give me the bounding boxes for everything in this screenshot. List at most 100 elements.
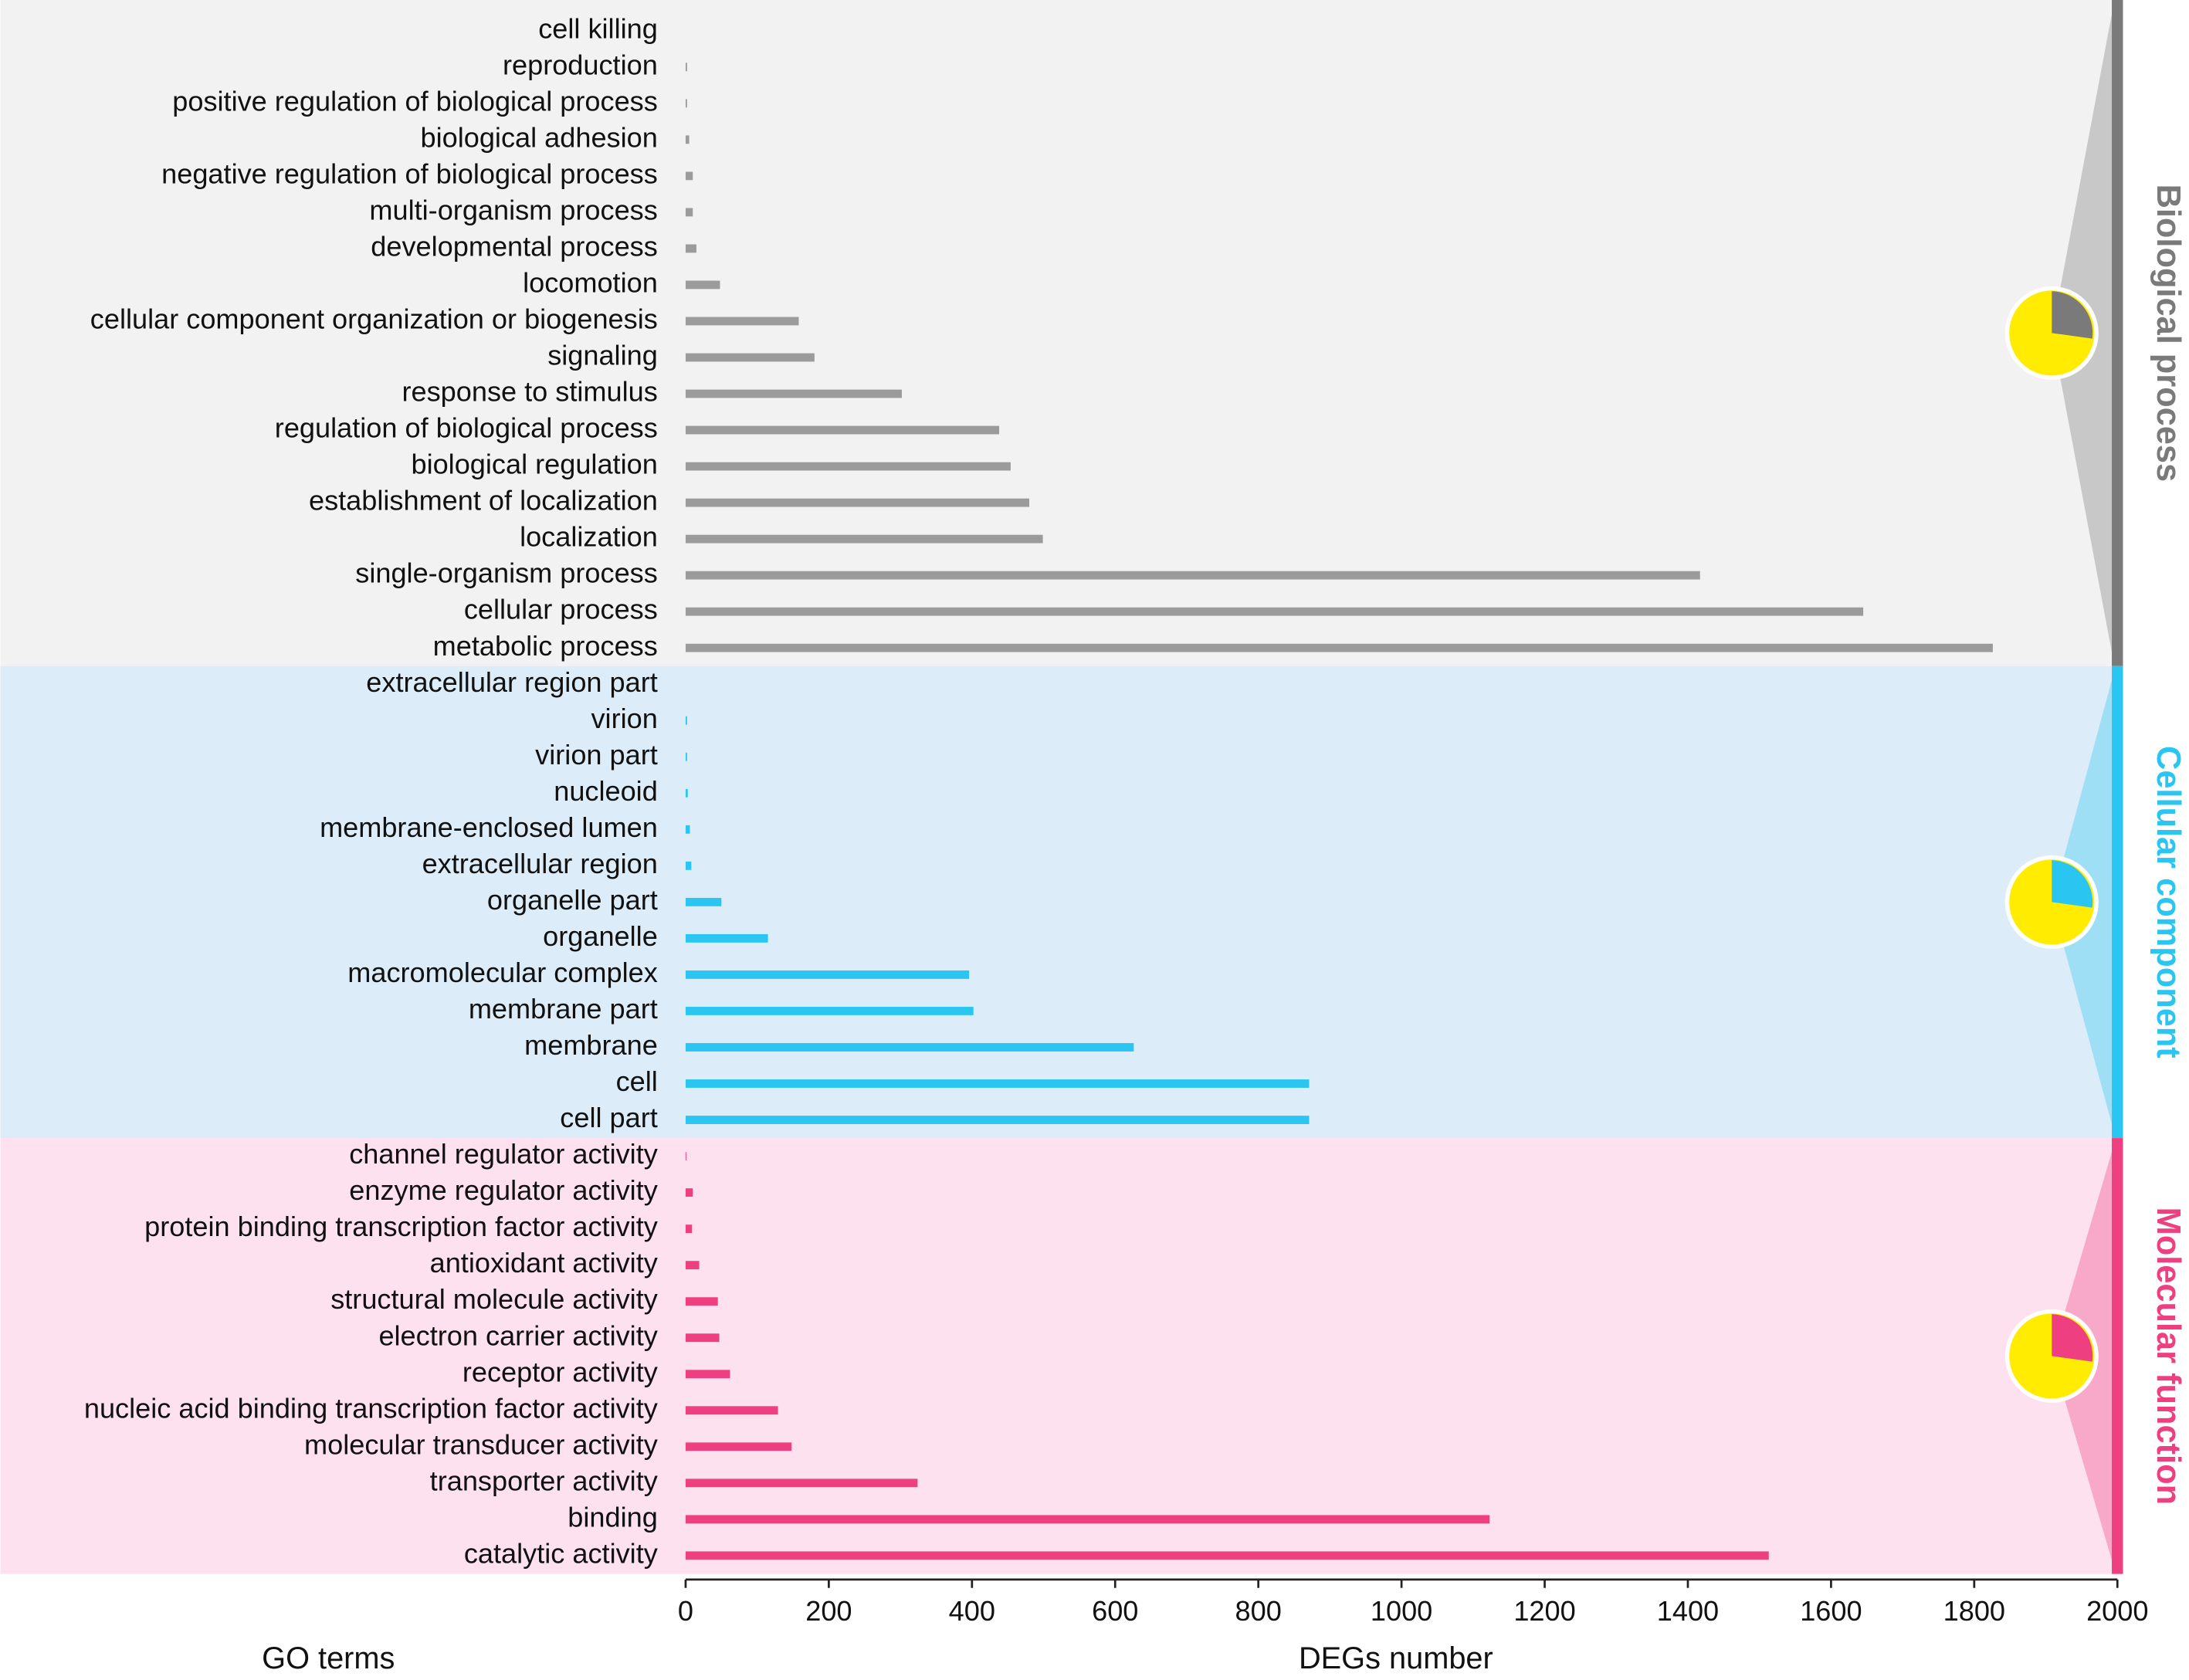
- y-tick-label: establishment of localization: [309, 485, 658, 517]
- bar: [685, 1116, 1310, 1124]
- y-tick-label: response to stimulus: [402, 376, 657, 408]
- y-tick-label: metabolic process: [433, 630, 658, 662]
- y-axis-label: GO terms: [262, 1641, 395, 1675]
- bar: [685, 716, 687, 725]
- x-tick-label: 0: [678, 1595, 693, 1627]
- y-tick-label: positive regulation of biological proces…: [172, 85, 658, 117]
- y-tick-label: locomotion: [523, 266, 658, 298]
- y-tick-label: binding: [568, 1501, 658, 1533]
- bar: [685, 643, 1993, 652]
- bar: [685, 280, 720, 290]
- bar: [685, 571, 1700, 580]
- bar: [685, 99, 687, 108]
- x-tick-label: 1800: [1943, 1595, 2005, 1627]
- y-tick-label: receptor activity: [463, 1356, 658, 1387]
- y-tick-label: protein binding transcription factor act…: [144, 1211, 658, 1242]
- group-band: [0, 1138, 2113, 1574]
- y-tick-label: membrane part: [469, 993, 658, 1025]
- bar: [685, 498, 1029, 507]
- bar: [685, 1007, 974, 1015]
- bar: [685, 1370, 730, 1379]
- bar: [685, 63, 687, 72]
- y-tick-label: nucleoid: [554, 775, 658, 807]
- y-tick-label: extracellular region part: [366, 666, 658, 698]
- pie-icon-slice: [2052, 860, 2093, 908]
- bar: [685, 317, 799, 326]
- group-strip: [2112, 0, 2123, 666]
- y-tick-label: localization: [520, 521, 658, 553]
- bar: [685, 534, 1043, 544]
- bar: [685, 970, 970, 979]
- bar: [685, 607, 1864, 616]
- y-tick-label: membrane: [524, 1029, 658, 1061]
- bar: [685, 1478, 918, 1488]
- bar: [685, 752, 687, 761]
- y-tick-label: organelle: [543, 920, 658, 952]
- bar: [685, 1297, 718, 1306]
- y-tick-label: virion part: [535, 739, 658, 771]
- group-strip: [2112, 666, 2123, 1139]
- x-axis-label: DEGs number: [1299, 1641, 1493, 1675]
- y-tick-label: cellular component organization or bioge…: [90, 303, 658, 335]
- bar: [685, 933, 768, 943]
- y-tick-label: negative regulation of biological proces…: [161, 158, 658, 189]
- y-tick-label: structural molecule activity: [330, 1283, 658, 1315]
- y-tick-label: cell: [616, 1065, 658, 1097]
- x-tick-label: 800: [1235, 1595, 1282, 1627]
- y-tick-label: electron carrier activity: [378, 1319, 657, 1351]
- bar: [685, 861, 692, 870]
- y-tick-label: extracellular region: [422, 848, 658, 879]
- y-tick-label: virion: [591, 703, 657, 734]
- y-tick-label: single-organism process: [355, 557, 658, 589]
- bar: [685, 897, 722, 906]
- x-tick-label: 2000: [2086, 1595, 2148, 1627]
- group-label: Molecular function: [2150, 1208, 2187, 1505]
- bar: [685, 1442, 792, 1451]
- bar: [685, 462, 1011, 471]
- y-tick-label: organelle part: [487, 884, 658, 916]
- bar: [685, 135, 690, 144]
- x-tick-label: 200: [805, 1595, 852, 1627]
- y-tick-label: cell killing: [538, 12, 658, 44]
- x-tick-label: 600: [1092, 1595, 1138, 1627]
- bar: [685, 353, 815, 362]
- x-tick-label: 1000: [1371, 1595, 1432, 1627]
- y-tick-label: transporter activity: [430, 1465, 658, 1496]
- y-tick-label: nucleic acid binding transcription facto…: [84, 1392, 658, 1424]
- group-label: Cellular component: [2150, 746, 2187, 1058]
- bar: [685, 1224, 693, 1234]
- bar: [685, 825, 690, 834]
- y-tick-label: regulation of biological process: [275, 412, 658, 444]
- x-tick-label: 1200: [1513, 1595, 1575, 1627]
- y-tick-label: reproduction: [503, 49, 658, 80]
- x-tick-label: 1600: [1800, 1595, 1862, 1627]
- bar: [685, 1261, 700, 1270]
- bar: [685, 1551, 1769, 1560]
- pie-icon-slice: [2052, 291, 2093, 339]
- pie-icon-slice: [2052, 1314, 2093, 1362]
- y-tick-label: cellular process: [464, 594, 658, 625]
- bar: [685, 425, 1000, 435]
- x-tick-label: 400: [949, 1595, 995, 1627]
- y-tick-label: membrane-enclosed lumen: [320, 811, 658, 843]
- y-tick-label: signaling: [547, 340, 658, 371]
- bar: [685, 389, 902, 398]
- bar: [685, 1079, 1310, 1088]
- y-tick-label: biological regulation: [411, 449, 657, 480]
- bar: [685, 1188, 693, 1197]
- y-tick-label: multi-organism process: [369, 194, 657, 225]
- x-tick-label: 1400: [1657, 1595, 1719, 1627]
- y-tick-label: macromolecular complex: [347, 957, 658, 988]
- y-tick-label: antioxidant activity: [430, 1247, 658, 1279]
- y-tick-label: enzyme regulator activity: [349, 1174, 658, 1206]
- group-band: [0, 0, 2113, 666]
- y-tick-label: molecular transducer activity: [304, 1428, 658, 1460]
- bar: [685, 171, 693, 181]
- y-tick-label: cell part: [560, 1102, 658, 1133]
- y-tick-label: developmental process: [371, 230, 658, 262]
- bar: [685, 244, 696, 253]
- y-tick-label: channel regulator activity: [349, 1138, 658, 1170]
- bar: [685, 1043, 1134, 1052]
- y-tick-label: catalytic activity: [464, 1537, 658, 1569]
